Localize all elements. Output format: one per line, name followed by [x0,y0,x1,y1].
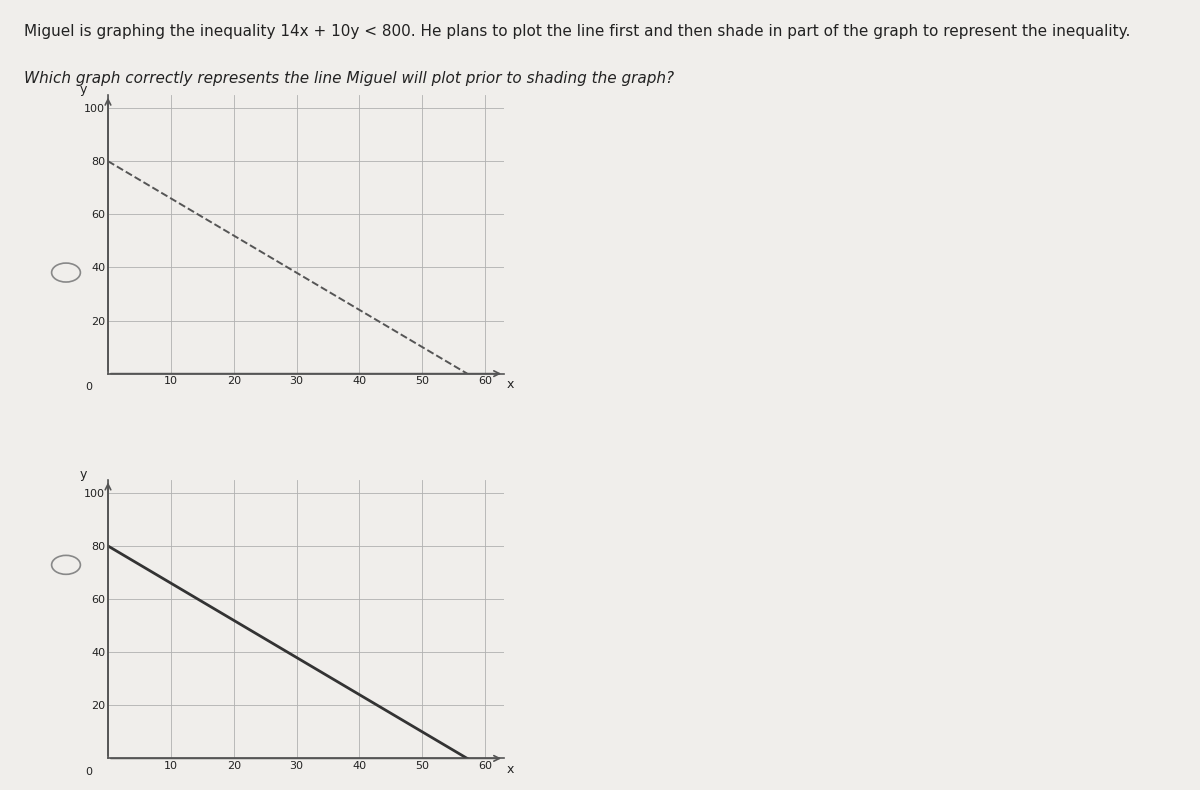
Text: 0: 0 [85,382,92,392]
Text: y: y [79,468,86,481]
Text: x: x [506,762,514,776]
Text: 0: 0 [85,766,92,777]
Text: Which graph correctly represents the line Miguel will plot prior to shading the : Which graph correctly represents the lin… [24,71,674,86]
Text: Miguel is graphing the inequality 14x + 10y < 800. He plans to plot the line fir: Miguel is graphing the inequality 14x + … [24,24,1130,39]
Text: y: y [79,83,86,96]
Text: x: x [506,378,514,391]
